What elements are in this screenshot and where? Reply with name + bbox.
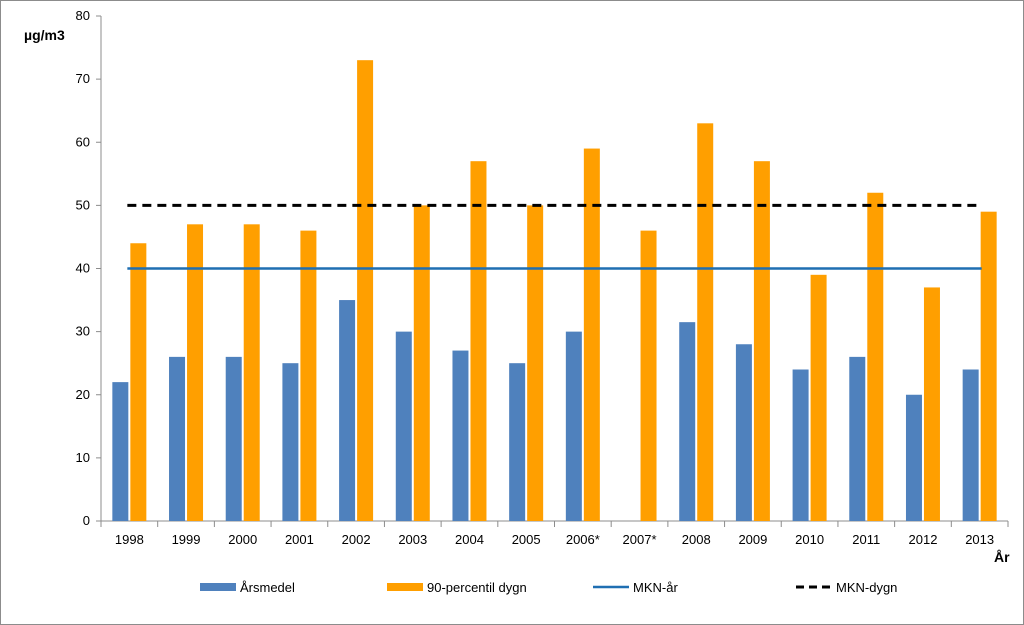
bar-arsmedel	[339, 300, 356, 521]
legend: Årsmedel 90-percentil dygn MKN-år MKN-dygn	[200, 580, 897, 595]
bar-arsmedel	[225, 356, 242, 521]
y-tick-label: 70	[76, 71, 90, 86]
x-tick-label: 2006*	[566, 532, 600, 547]
legend-90-percentil: 90-percentil dygn	[387, 580, 527, 595]
bar-90-percentil	[130, 243, 147, 521]
x-tick-label: 2010	[795, 532, 824, 547]
y-tick-label: 40	[76, 261, 90, 276]
bar-90-percentil	[810, 274, 827, 521]
x-tick-label: 2003	[398, 532, 427, 547]
bar-90-percentil	[243, 224, 260, 521]
reference-lines	[127, 203, 982, 270]
bar-arsmedel	[112, 382, 129, 521]
bar-90-percentil	[867, 192, 884, 521]
bar-arsmedel	[169, 356, 186, 521]
bar-arsmedel	[509, 363, 526, 521]
legend-label: 90-percentil dygn	[427, 580, 527, 595]
x-tick-label: 2001	[285, 532, 314, 547]
bar-arsmedel	[849, 356, 866, 521]
legend-label: MKN-år	[633, 580, 678, 595]
bar-90-percentil	[980, 211, 997, 521]
x-tick-label: 2013	[965, 532, 994, 547]
y-tick-label: 10	[76, 450, 90, 465]
x-tick-label: 2007*	[623, 532, 657, 547]
bar-arsmedel	[905, 394, 922, 521]
bar-arsmedel	[962, 369, 979, 521]
bar-90-percentil	[413, 205, 430, 521]
legend-mkn-ar: MKN-år	[593, 580, 678, 595]
y-tick-label: 20	[76, 387, 90, 402]
bar-arsmedel	[792, 369, 809, 521]
x-tick-label: 2002	[342, 532, 371, 547]
x-tick-label: 2000	[228, 532, 257, 547]
x-tick-label: 1998	[115, 532, 144, 547]
bar-90-percentil	[583, 148, 600, 521]
legend-swatch	[200, 583, 236, 591]
bar-90-percentil	[300, 230, 317, 521]
y-axis-title: µg/m3	[24, 27, 65, 43]
x-tick-label: 2009	[738, 532, 767, 547]
bar-90-percentil	[470, 161, 487, 521]
y-tick-label: 50	[76, 197, 90, 212]
bar-90-percentil	[697, 123, 714, 521]
x-axis-title: År	[994, 549, 1010, 565]
legend-label: MKN-dygn	[836, 580, 897, 595]
x-tick-label: 2011	[852, 532, 880, 547]
legend-arsmedel: Årsmedel	[200, 580, 295, 595]
bar-90-percentil	[640, 230, 657, 521]
x-tick-label: 2004	[455, 532, 484, 547]
bar-90-percentil	[923, 287, 940, 521]
legend-swatch	[387, 583, 423, 591]
y-tick-label: 60	[76, 134, 90, 149]
bar-arsmedel	[452, 350, 469, 521]
bar-90-percentil	[187, 224, 204, 521]
bar-90-percentil	[753, 161, 770, 521]
bar-arsmedel	[735, 344, 752, 521]
y-tick-label: 30	[76, 324, 90, 339]
y-tick-label: 0	[83, 513, 90, 528]
legend-label: Årsmedel	[240, 580, 295, 595]
bar-90-percentil	[527, 205, 544, 521]
bar-arsmedel	[565, 331, 582, 521]
bar-arsmedel	[395, 331, 412, 521]
x-tick-label: 2005	[512, 532, 541, 547]
x-tick-label: 2008	[682, 532, 711, 547]
bar-arsmedel	[679, 322, 696, 521]
bars	[112, 60, 997, 521]
labels: 0 10 20 30 40 50 60 70 80 1998 1999 2000 2001 2002 200…	[76, 8, 995, 547]
bar-90-percentil	[357, 60, 374, 521]
legend-mkn-dygn: MKN-dygn	[796, 580, 897, 595]
x-tick-label: 1999	[172, 532, 201, 547]
x-tick-label: 2012	[909, 532, 938, 547]
y-tick-label: 80	[76, 8, 90, 23]
bar-arsmedel	[282, 363, 299, 521]
